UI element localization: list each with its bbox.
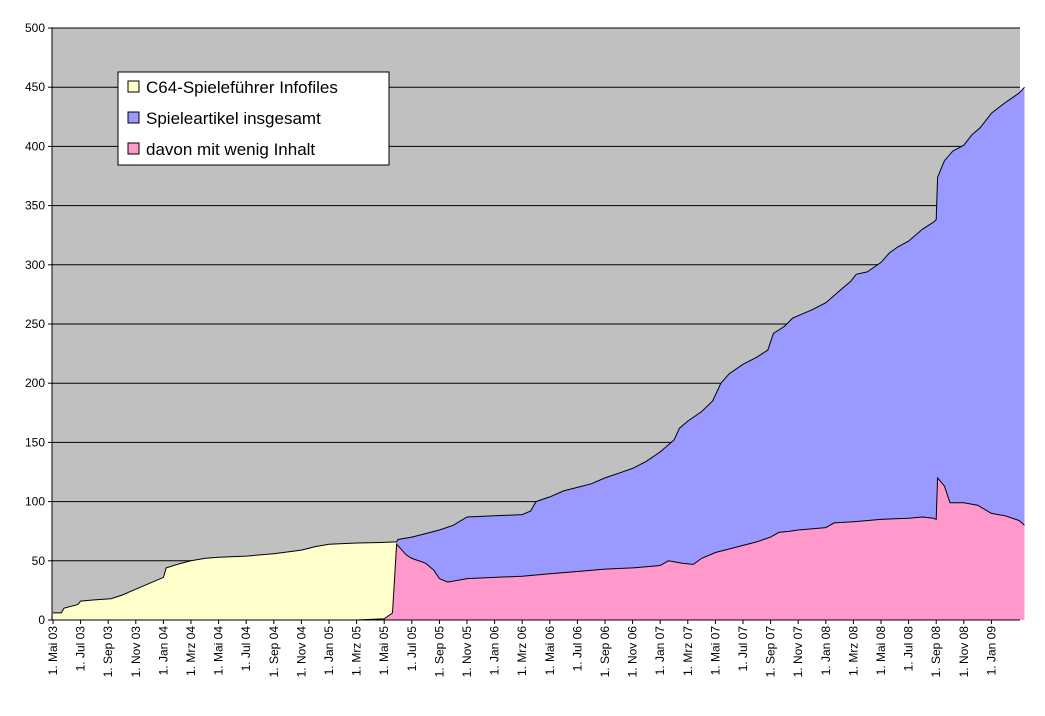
x-tick-label: 1. Jul 05 [405,626,419,672]
x-tick-label: 1. Jul 08 [902,626,916,672]
series-area-infofiles [53,541,397,620]
x-tick-label: 1. Jan 05 [322,626,336,676]
y-tick-label: 300 [25,258,45,272]
legend-swatch [127,111,140,124]
y-tick-label: 0 [38,613,45,627]
series-area-wenig [356,477,1025,620]
x-axis-ticks: 1. Mai 03 1. Jul 03 1. Sep 03 1. Nov 03 1. J… [46,620,998,677]
x-tick-label: 1. Sep 03 [101,626,115,678]
x-tick-label: 1. Sep 08 [929,626,943,678]
x-tick-label: 1. Jul 04 [239,626,253,672]
x-tick-label: 1. Jul 06 [570,626,584,672]
x-tick-label: 1. Jan 06 [488,626,502,676]
x-tick-label: 1. Jan 08 [819,626,833,676]
series-areas [53,86,1025,621]
x-tick-label: 1. Mai 08 [874,626,888,676]
x-tick-label: 1. Sep 07 [764,626,778,678]
x-tick-label: 1. Jan 09 [984,626,998,676]
x-tick-label: 1. Mai 05 [377,626,391,676]
y-tick-label: 250 [25,317,45,331]
x-tick-label: 1. Jan 04 [156,626,170,676]
y-tick-label: 200 [25,376,45,390]
legend-label: C64-Spieleführer Infofiles [146,78,338,97]
series-area-wenig-outline [356,476,1025,621]
x-tick-label: 1. Mrz 08 [846,626,860,676]
x-tick-label: 1. Nov 04 [294,626,308,678]
x-tick-label: 1. Nov 05 [460,626,474,678]
x-tick-label: 1. Nov 06 [626,626,640,678]
x-tick-label: 1. Mai 03 [46,626,60,676]
legend: C64-Spieleführer Infofiles Spieleartikel… [117,71,390,166]
x-tick-label: 1. Mai 07 [708,626,722,676]
legend-label: davon mit wenig Inhalt [146,140,315,159]
x-tick-label: 1. Jul 03 [74,626,88,672]
y-tick-label: 50 [32,554,46,568]
x-tick-label: 1. Sep 06 [598,626,612,678]
y-axis-ticks: 0 50 100 150 200 250 300 350 400 450 500 [25,21,52,627]
x-tick-label: 1. Nov 08 [957,626,971,678]
series-area-infofiles-outline [53,541,397,614]
series-area-gesamt [396,87,1025,620]
x-tick-label: 1. Mrz 05 [350,626,364,676]
x-tick-label: 1. Mai 04 [212,626,226,676]
x-tick-label: 1. Nov 07 [791,626,805,678]
y-tick-label: 150 [25,435,45,449]
x-tick-label: 1. Jan 07 [653,626,667,676]
legend-swatch [127,142,140,155]
x-tick-label: 1. Jul 07 [736,626,750,672]
x-tick-label: 1. Mai 06 [543,626,557,676]
x-tick-label: 1. Sep 05 [432,626,446,678]
series-area-gesamt-outline [396,86,1025,543]
y-tick-label: 100 [25,495,45,509]
y-tick-label: 400 [25,139,45,153]
legend-box [117,71,390,166]
x-tick-label: 1. Mrz 06 [515,626,529,676]
x-tick-label: 1. Sep 04 [267,626,281,678]
legend-swatch [127,80,140,93]
legend-label: Spieleartikel insgesamt [146,109,321,128]
y-tick-label: 450 [25,80,45,94]
x-tick-label: 1. Nov 03 [129,626,143,678]
x-tick-label: 1. Mrz 07 [681,626,695,676]
y-tick-label: 350 [25,199,45,213]
x-tick-label: 1. Mrz 04 [184,626,198,676]
y-tick-label: 500 [25,21,45,35]
